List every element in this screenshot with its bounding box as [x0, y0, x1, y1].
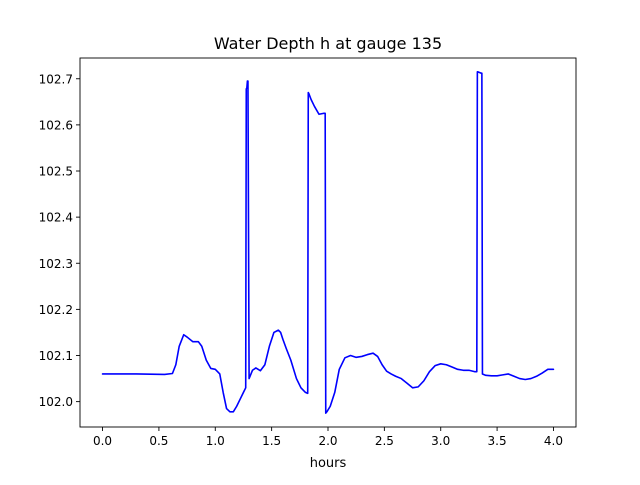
y-tick-label: 102.0 — [39, 395, 73, 409]
x-tick-label: 2.5 — [375, 434, 394, 448]
plot-area — [79, 57, 577, 428]
x-tick-label: 1.0 — [206, 434, 225, 448]
y-axis-ticks: 102.0 102.1 102.2 102.3 102.4 102.5 102.6 102.7 — [39, 72, 80, 409]
y-tick-label: 102.6 — [39, 118, 73, 132]
y-tick-label: 102.5 — [39, 165, 73, 179]
y-tick-label: 102.4 — [39, 211, 73, 225]
data-series-line-0 — [101, 71, 555, 414]
plot-background — [80, 58, 576, 427]
x-tick-label: 3.5 — [488, 434, 507, 448]
x-axis-ticks: 0.0 0.5 1.0 1.5 2.0 2.5 3.0 3.5 4.0 — [93, 427, 563, 448]
y-tick-label: 102.1 — [39, 349, 73, 363]
x-tick-label: 4.0 — [544, 434, 563, 448]
x-tick-label: 2.0 — [318, 434, 337, 448]
y-tick-label: 102.3 — [39, 257, 73, 271]
x-tick-label: 0.5 — [149, 434, 168, 448]
x-tick-label: 3.0 — [431, 434, 450, 448]
y-tick-label: 102.7 — [39, 72, 73, 86]
x-tick-label: 1.5 — [262, 434, 281, 448]
y-tick-label: 102.2 — [39, 303, 73, 317]
x-axis-label: hours — [310, 456, 347, 471]
x-tick-label: 0.0 — [93, 434, 112, 448]
chart-title: Water Depth h at gauge 135 — [214, 34, 442, 53]
